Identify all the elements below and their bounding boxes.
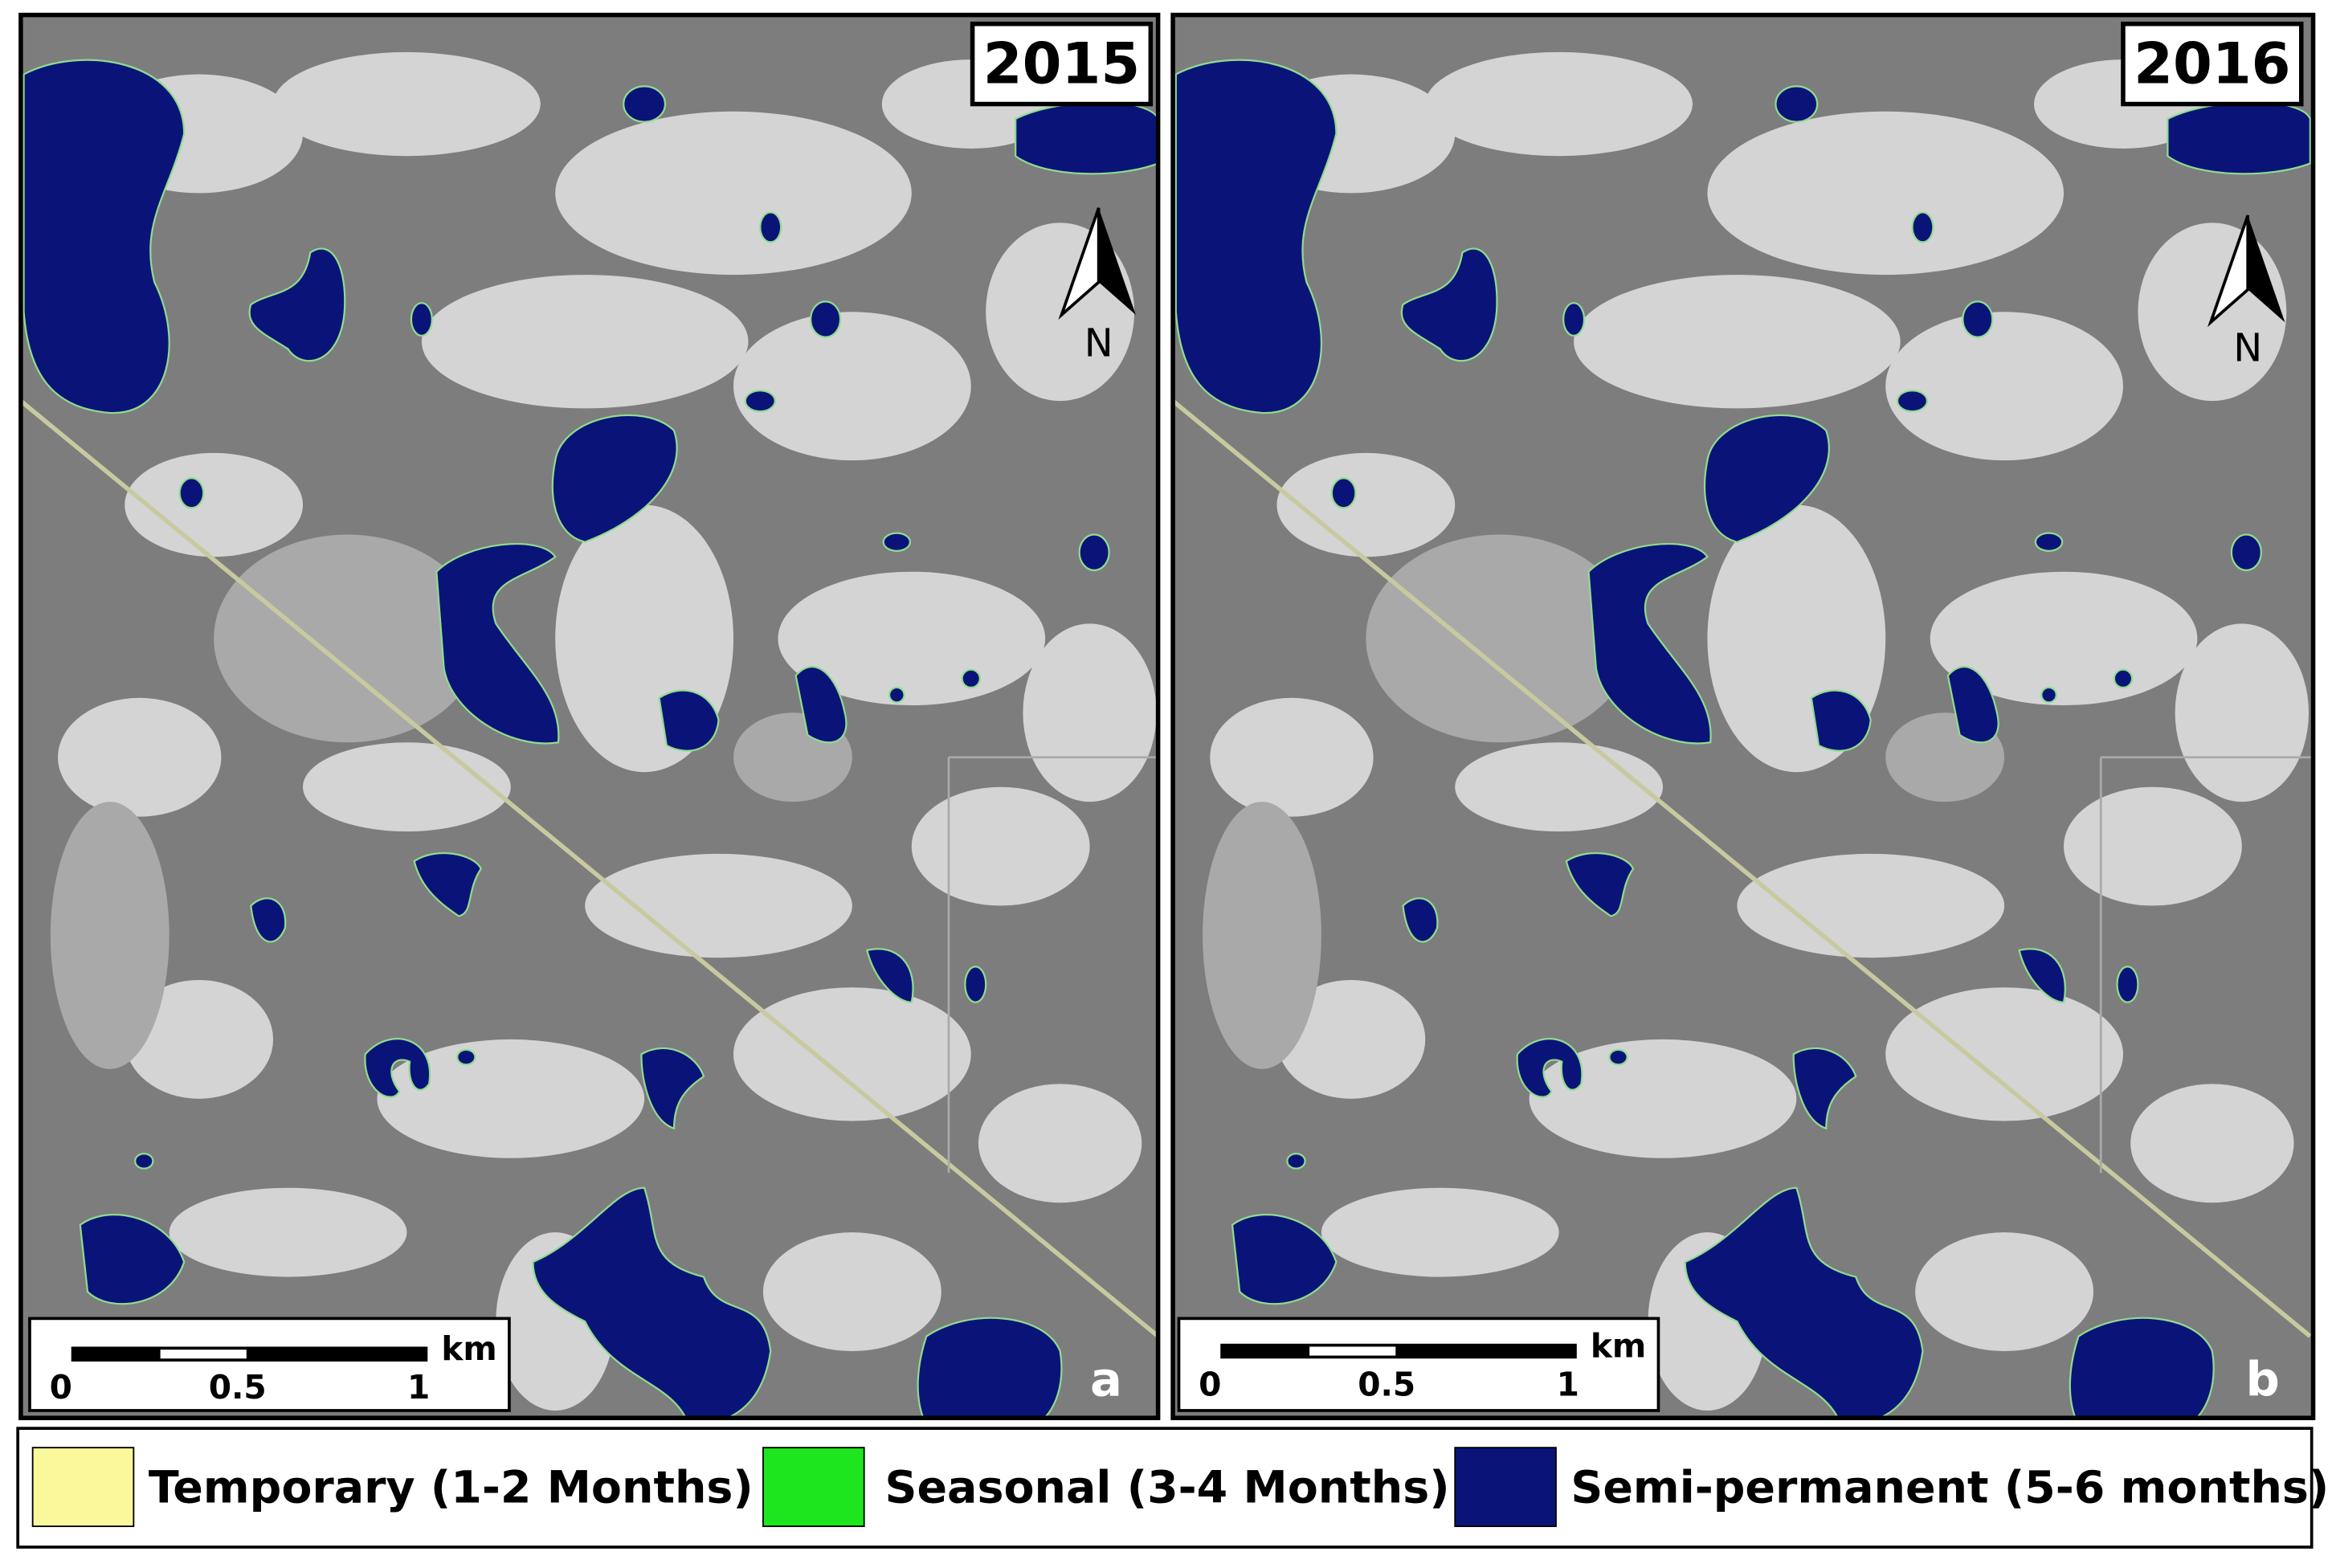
map-image bbox=[21, 15, 1164, 1426]
map-image bbox=[1173, 15, 2316, 1426]
scale-label: 1 bbox=[1557, 1365, 1579, 1403]
legend-label: Semi-permanent (5-6 months) bbox=[1570, 1463, 2328, 1514]
map-panel: 2016 N km 0 0.5 1 b bbox=[1170, 12, 2316, 1426]
legend-swatch bbox=[1454, 1447, 1557, 1528]
panel-letter: b bbox=[2246, 1351, 2280, 1407]
scale-label: 0.5 bbox=[209, 1368, 267, 1407]
scale-label: 0 bbox=[1199, 1365, 1221, 1403]
scale-bar: km 0 0.5 1 bbox=[1177, 1317, 1660, 1412]
legend-swatch bbox=[31, 1447, 135, 1528]
legend-label: Seasonal (3-4 Months) bbox=[885, 1463, 1450, 1514]
year-box bbox=[2121, 21, 2304, 107]
panel-frame bbox=[1170, 12, 2316, 1420]
scale-label: 1 bbox=[407, 1368, 430, 1407]
panel-letter: a bbox=[1090, 1351, 1122, 1407]
scale-label: 0.5 bbox=[1358, 1365, 1415, 1403]
north-label: N bbox=[2233, 325, 2262, 370]
scale-unit: km bbox=[1591, 1326, 1646, 1365]
year-box bbox=[970, 21, 1154, 107]
map-panel: 2015 N km 0 0.5 1 a bbox=[18, 12, 1164, 1426]
panel-frame bbox=[18, 12, 1161, 1420]
legend: Temporary (1-2 Months) Seasonal (3-4 Mon… bbox=[16, 1427, 2328, 1549]
legend-swatch bbox=[762, 1447, 865, 1528]
legend-label: Temporary (1-2 Months) bbox=[149, 1463, 754, 1514]
scale-unit: km bbox=[441, 1329, 496, 1368]
scale-label: 0 bbox=[50, 1368, 72, 1407]
north-label: N bbox=[1084, 321, 1113, 366]
scale-bar: km 0 0.5 1 bbox=[28, 1317, 511, 1412]
year-label: 2016 bbox=[2134, 31, 2290, 97]
year-label: 2015 bbox=[983, 31, 1140, 97]
